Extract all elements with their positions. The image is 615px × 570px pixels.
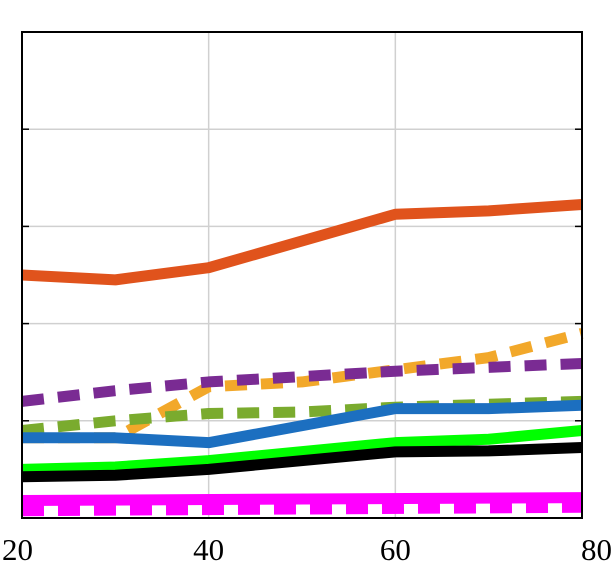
- series-line-6: [21, 425, 583, 475]
- series-line-4: [21, 395, 583, 436]
- series-line-7: [21, 442, 583, 483]
- x-tick-labels: 20 40 60 80: [2, 532, 612, 567]
- series-line-9: [21, 501, 583, 517]
- series-layer: [21, 199, 584, 517]
- x-tick-label: 60: [380, 532, 411, 567]
- series-line-1: [21, 199, 583, 286]
- series-line-3: [21, 357, 583, 407]
- series-line-5: [22, 399, 583, 449]
- x-tick-label: 20: [2, 532, 33, 567]
- x-tick-label: 80: [581, 532, 612, 567]
- x-tick-label: 40: [193, 532, 224, 567]
- plot-frame: [21, 31, 583, 519]
- series-line-8: [21, 492, 583, 507]
